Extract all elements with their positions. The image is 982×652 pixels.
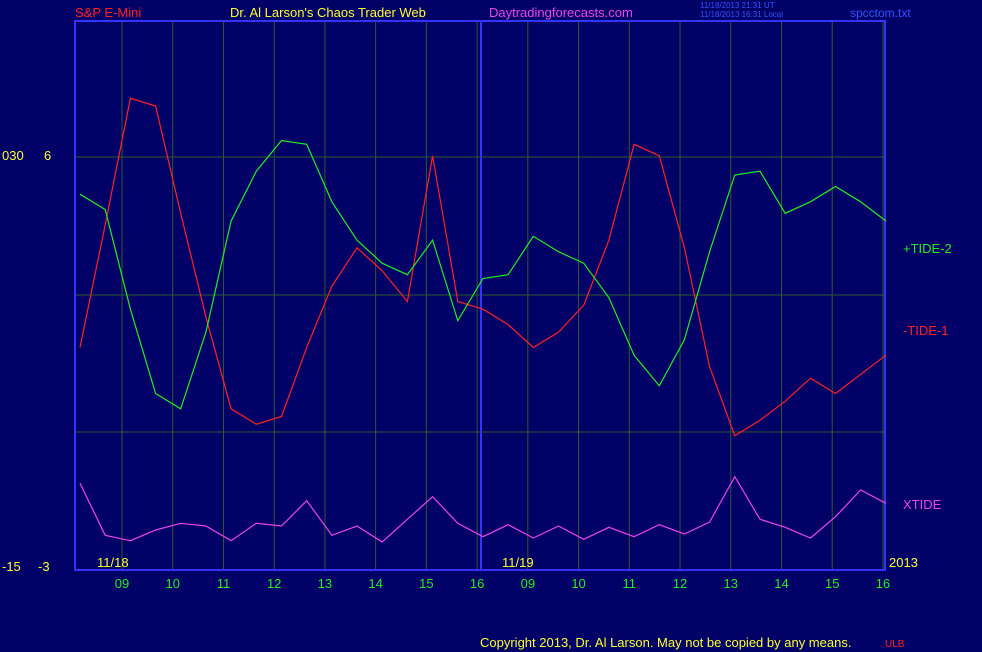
left-axis-inner-bottom: -3 [38,559,50,574]
site-link[interactable]: Daytradingforecasts.com [489,5,633,20]
xtide-line [79,475,887,543]
file-label: spcctom.txt [850,6,911,20]
x-axis-hour-labels: 09 10 11 12 13 14 15 16 09 10 11 12 13 14 15 16 [115,576,890,591]
left-axis-outer-top: 030 [2,148,24,163]
ulb-mark: ULB [885,639,905,650]
copyright-text: Copyright 2013, Dr. Al Larson. May not b… [480,635,852,650]
x-tick-label: 15 [825,576,839,591]
x-tick-label: 10 [165,576,179,591]
year-label: 2013 [889,555,918,570]
x-tick-label: 12 [673,576,687,591]
x-tick-label: 09 [521,576,535,591]
left-axis-outer-bottom: -15 [2,559,21,574]
x-tick-label: 10 [571,576,585,591]
series-label-tide2: +TIDE-2 [903,241,952,256]
x-tick-label: 14 [368,576,382,591]
left-axis-inner-top: 6 [44,148,52,163]
x-tick-label: 13 [318,576,332,591]
x-tick-label: 16 [470,576,484,591]
x-tick-label: 14 [774,576,788,591]
title-label: Dr. Al Larson's Chaos Trader Web [230,5,426,20]
symbol-label: S&P E-Mini [75,5,142,20]
series-label-tide1: -TIDE-1 [903,323,949,338]
x-tick-label: 15 [419,576,433,591]
timestamp-local: 11/18/2013 16:31 Local [700,10,784,19]
x-tick-label: 12 [267,576,281,591]
timestamp-utc: 11/18/2013 21:31 UT [700,1,775,10]
tide1-line [79,97,887,437]
x-tick-label: 11 [623,576,637,591]
series-label-xtide: XTIDE [903,497,942,512]
x-tick-label: 09 [115,576,129,591]
x-tick-label: 13 [724,576,738,591]
date-label-day2: 11/19 [502,555,534,570]
x-tick-label: 16 [876,576,890,591]
date-label-day1: 11/18 [97,555,129,570]
x-tick-label: 11 [217,576,231,591]
tide2-line [79,139,887,410]
